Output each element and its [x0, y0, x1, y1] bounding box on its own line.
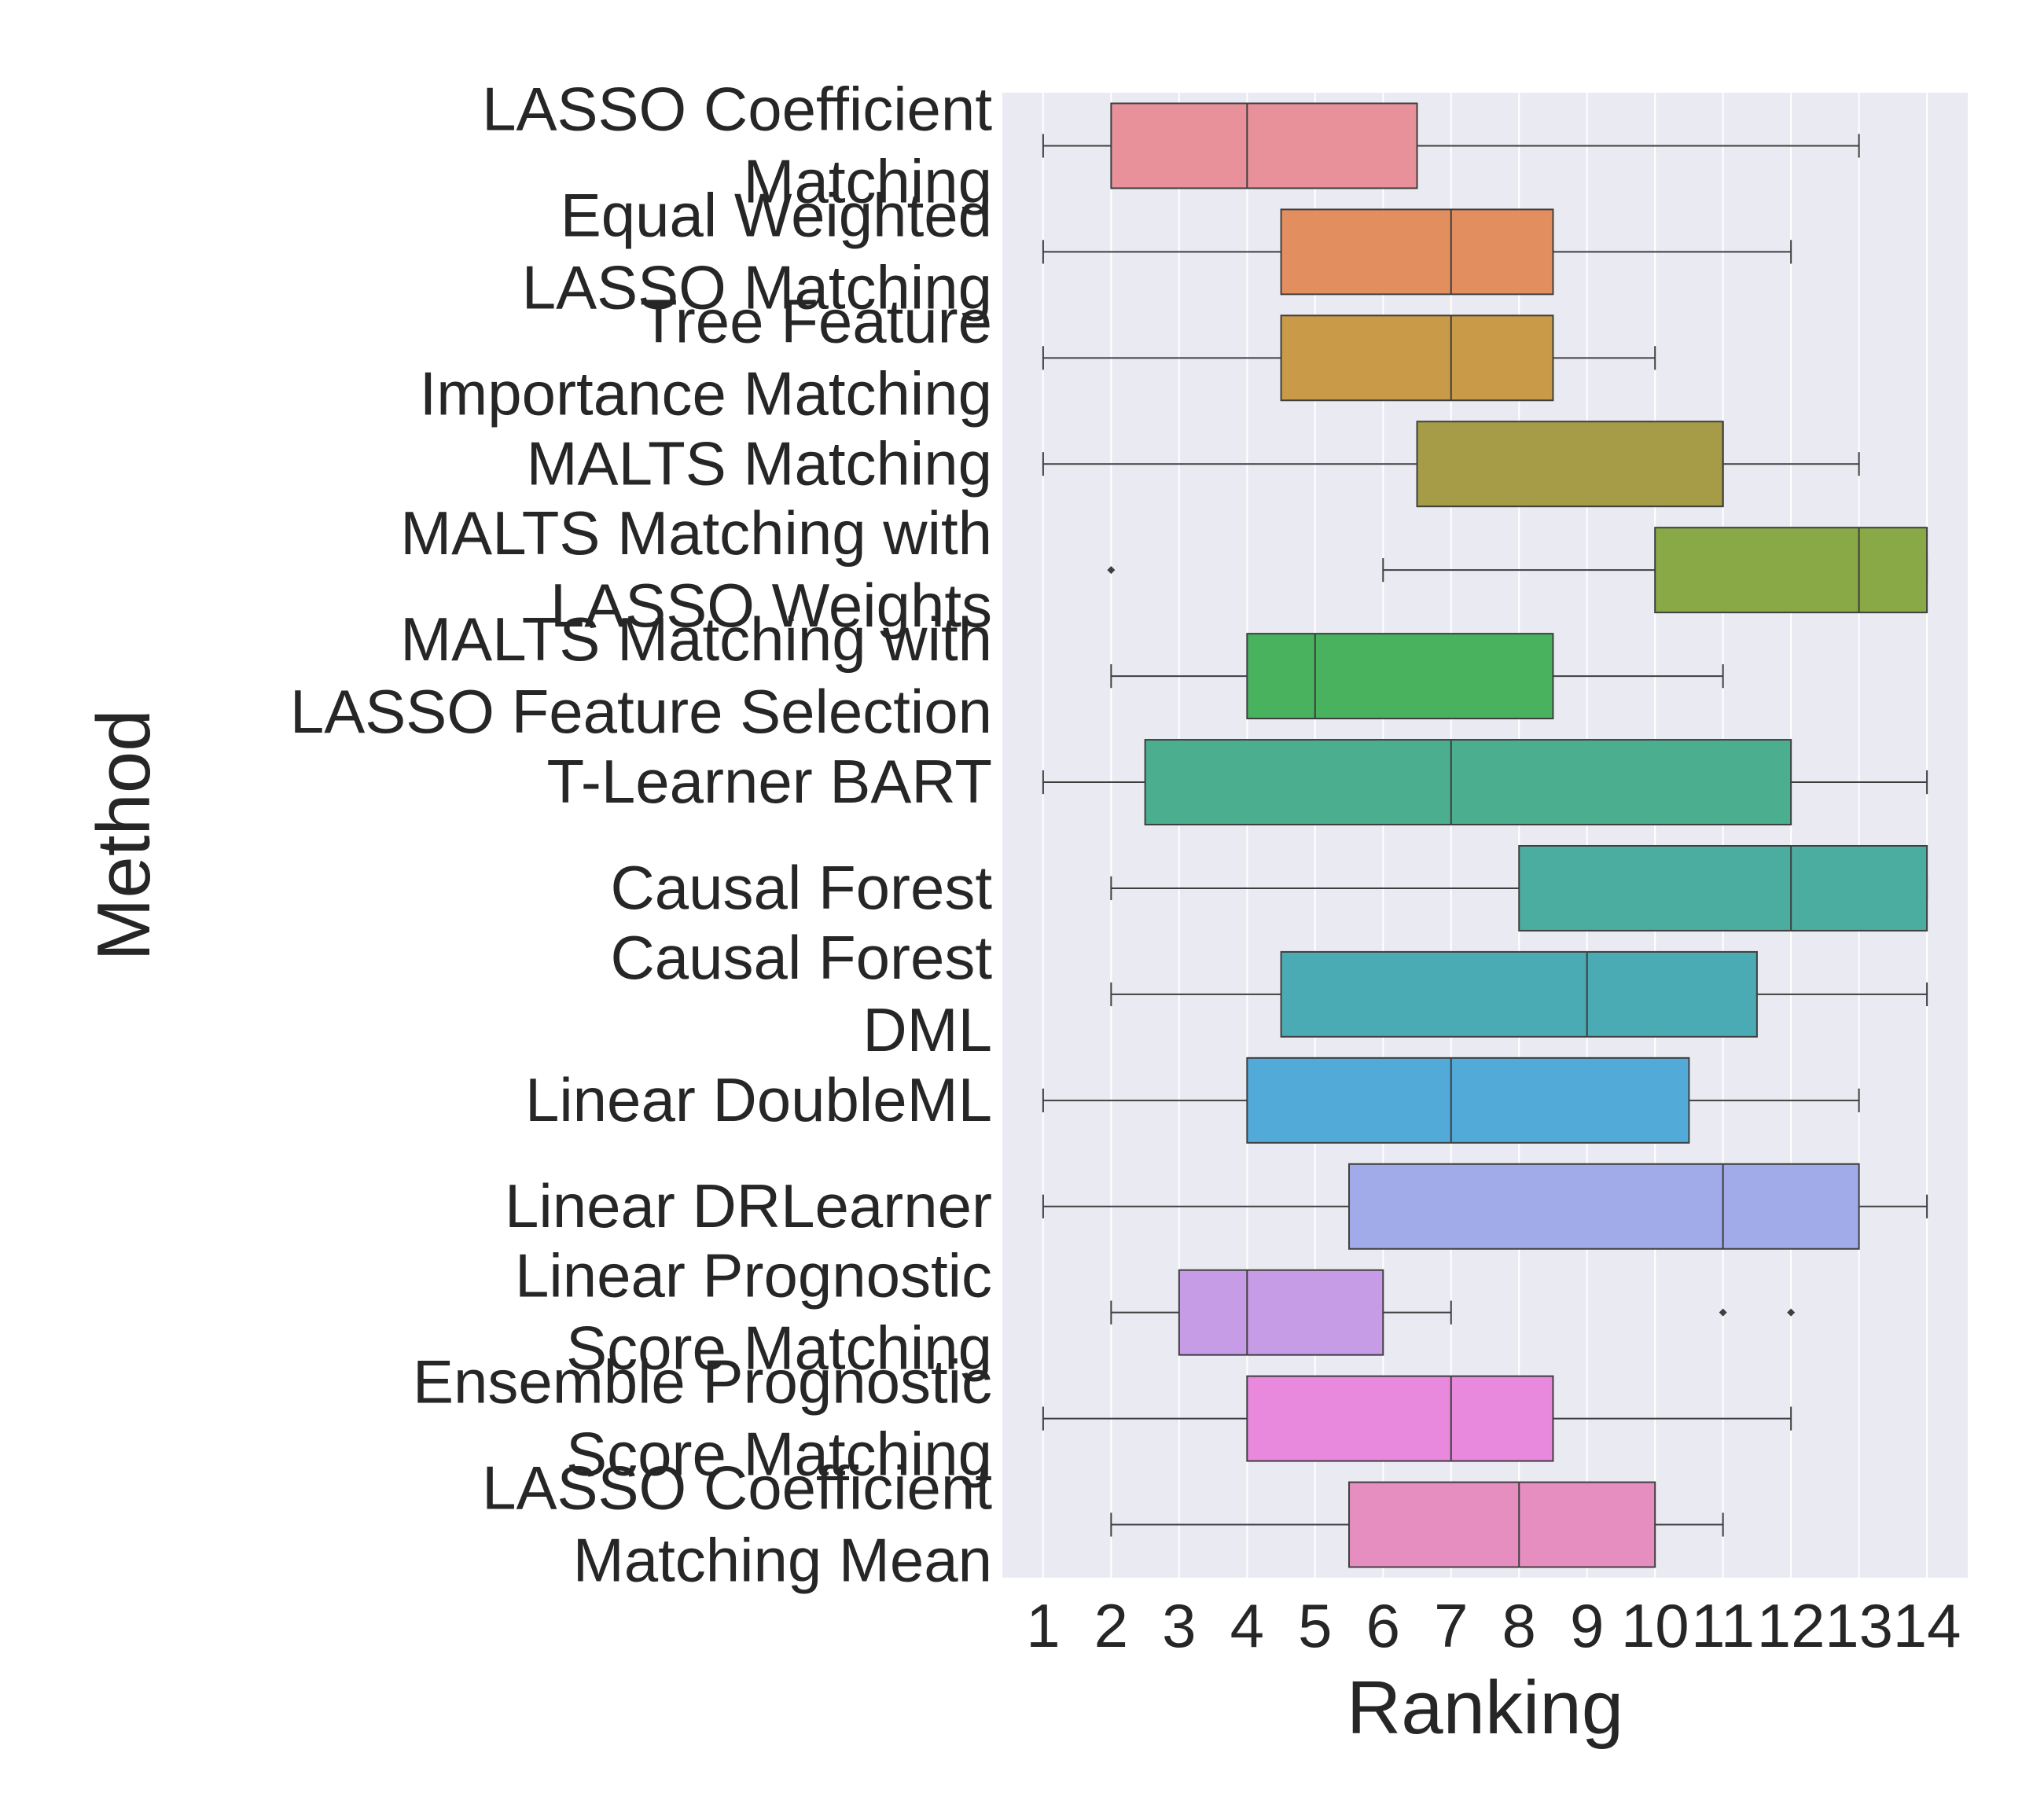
box-group	[1042, 1163, 1928, 1250]
box-iqr	[1518, 844, 1928, 932]
category-label: Matching Mean	[573, 1526, 992, 1595]
x-tick-label: 6	[1366, 1591, 1400, 1660]
x-tick-label: 14	[1893, 1591, 1961, 1660]
box-group	[1110, 950, 1928, 1038]
category-label: Score Matching	[566, 1420, 992, 1489]
box-group	[1107, 527, 1928, 614]
outlier-point	[1107, 566, 1116, 575]
x-tick-label: 3	[1162, 1591, 1196, 1660]
x-tick-label: 5	[1298, 1591, 1332, 1660]
category-label: Ensemble Prognostic	[413, 1347, 992, 1417]
box-iqr	[1246, 1057, 1690, 1144]
box-iqr	[1654, 527, 1928, 614]
category-label: LASSO Coefficient	[482, 74, 992, 143]
x-tick-label: 8	[1502, 1591, 1536, 1660]
category-label: MALTS Matching with	[400, 498, 992, 568]
category-label: Causal Forest	[610, 923, 992, 992]
box-iqr	[1246, 1375, 1554, 1462]
x-tick-label: 4	[1230, 1591, 1264, 1660]
box-group	[1110, 633, 1724, 720]
box-iqr	[1178, 1269, 1384, 1356]
x-tick-label: 12	[1757, 1591, 1825, 1660]
box-group	[1042, 1057, 1860, 1144]
category-label: T-Learner BART	[547, 747, 992, 816]
box-group	[1110, 1481, 1724, 1568]
box-iqr	[1246, 633, 1554, 720]
box-iqr	[1280, 208, 1554, 296]
x-axis-title: Ranking	[1347, 1666, 1623, 1750]
box-group	[1042, 421, 1860, 508]
box-group	[1042, 739, 1928, 826]
category-label: LASSO Matching	[522, 252, 992, 322]
category-label: LASSO Weights	[550, 571, 992, 640]
category-label: MALTS Matching with	[400, 605, 992, 674]
box-group	[1042, 314, 1656, 402]
box-iqr	[1348, 1481, 1656, 1568]
x-tick-labels: 1 2 3 4 5 6 7 8 9 10 11 12 13 14	[1026, 1591, 1961, 1660]
category-label: LASSO Feature Selection	[290, 677, 992, 746]
box-iqr	[1110, 102, 1418, 189]
category-label: DML	[862, 995, 992, 1064]
category-label: Tree Feature	[640, 286, 992, 355]
category-label: Linear DoubleML	[525, 1065, 992, 1134]
y-axis-title: Method	[82, 709, 166, 961]
category-label: Equal Weighted	[561, 180, 992, 249]
category-label: Importance Matching	[420, 358, 992, 428]
box-iqr	[1144, 739, 1792, 826]
x-tick-label: 13	[1825, 1591, 1893, 1660]
x-tick-label: 7	[1434, 1591, 1468, 1660]
outlier-point	[1787, 1308, 1796, 1317]
box-iqr	[1348, 1163, 1860, 1250]
x-tick-label: 9	[1570, 1591, 1604, 1660]
box-layer	[1042, 102, 1928, 1568]
x-tick-label: 10	[1621, 1591, 1689, 1660]
x-tick-label: 11	[1691, 1591, 1755, 1660]
box-group	[1042, 208, 1792, 296]
box-iqr	[1280, 950, 1758, 1038]
x-tick-label: 2	[1094, 1591, 1128, 1660]
box-group	[1110, 1269, 1796, 1356]
outlier-point	[1719, 1308, 1727, 1317]
box-group	[1110, 844, 1928, 932]
box-iqr	[1416, 421, 1724, 508]
category-label: LASSO Coefficient	[482, 1453, 992, 1523]
box-iqr	[1280, 314, 1554, 402]
category-label: Score Matching	[566, 1314, 992, 1383]
category-label: Causal Forest	[610, 853, 992, 922]
category-label: Matching	[744, 146, 993, 215]
box-group	[1042, 102, 1860, 189]
x-tick-label: 1	[1026, 1591, 1060, 1660]
category-label: Linear Prognostic	[515, 1241, 992, 1310]
category-label: Linear DRLearner	[505, 1171, 992, 1240]
box-group	[1042, 1375, 1792, 1462]
category-label: MALTS Matching	[527, 428, 992, 498]
